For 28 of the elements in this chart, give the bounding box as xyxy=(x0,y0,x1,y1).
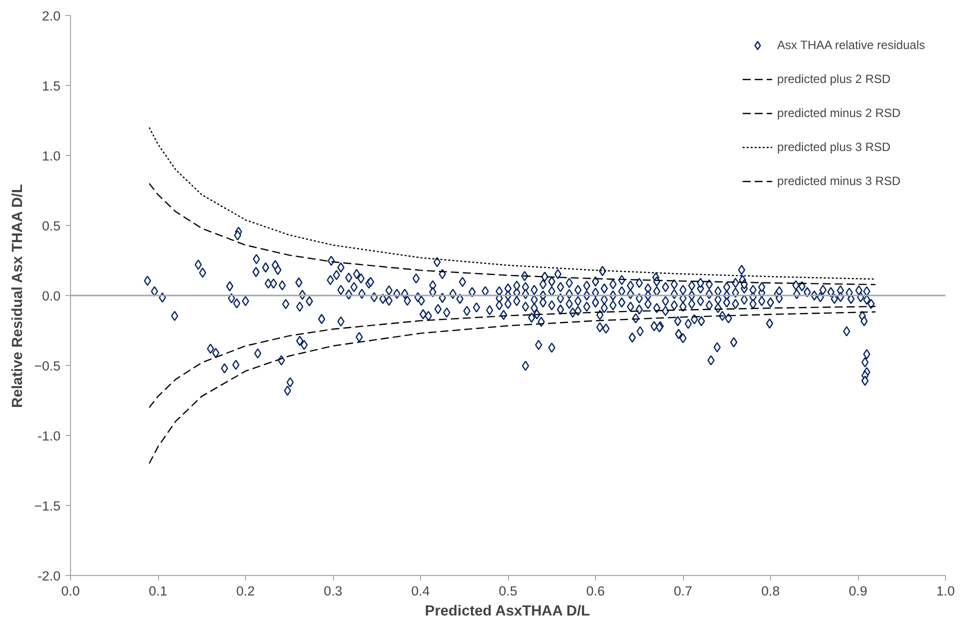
y-tick-label: −0.5 xyxy=(34,358,60,374)
y-axis-title: Relative Residual Asx THAA D/L xyxy=(10,184,26,408)
legend-label: predicted minus 2 RSD xyxy=(777,106,901,120)
y-tick-label: −1.5 xyxy=(34,498,60,514)
legend-label: Asx THAA relative residuals xyxy=(777,38,925,52)
x-tick-label: 0.7 xyxy=(674,584,692,598)
y-tick-label: -2.0 xyxy=(38,568,60,584)
x-tick-label: 1.0 xyxy=(936,584,955,598)
y-tick-label: 1.5 xyxy=(42,78,61,94)
x-tick-label: 0.6 xyxy=(586,584,605,598)
x-tick-label: 0.3 xyxy=(324,584,342,598)
y-tick-label: 0.5 xyxy=(42,218,61,234)
x-axis-title: Predicted AsxTHAA D/L xyxy=(424,604,590,620)
legend-label: predicted plus 3 RSD xyxy=(777,140,891,154)
legend-label: predicted plus 2 RSD xyxy=(777,72,891,86)
x-tick-label: 0.8 xyxy=(761,584,780,598)
y-tick-label: 2.0 xyxy=(42,8,61,24)
y-tick-label: 0.0 xyxy=(42,288,61,304)
y-tick-label: -1.0 xyxy=(38,428,60,444)
x-tick-label: 0.1 xyxy=(148,584,168,598)
x-tick-label: 0.5 xyxy=(498,584,518,598)
x-tick-label: 0.4 xyxy=(411,584,430,598)
line-series xyxy=(148,311,876,464)
x-tick-label: 0.9 xyxy=(848,584,868,598)
legend-label: predicted minus 3 RSD xyxy=(777,174,901,188)
x-tick-label: 0.2 xyxy=(236,584,255,598)
x-tick-label: 0.0 xyxy=(61,584,80,598)
y-tick-label: 1.0 xyxy=(42,148,61,164)
